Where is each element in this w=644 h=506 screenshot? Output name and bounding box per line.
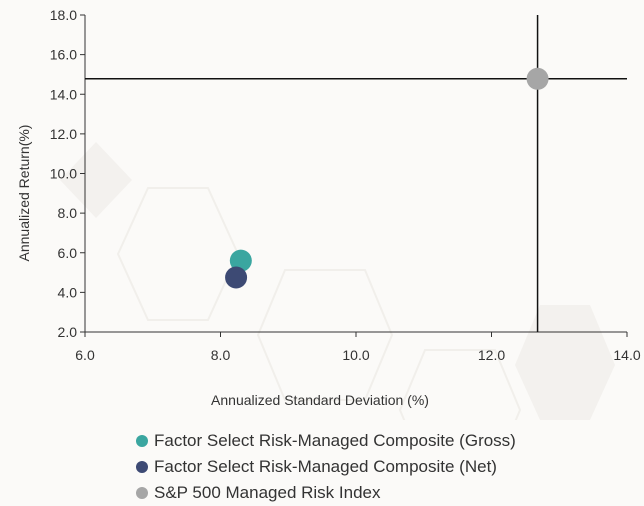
- legend-marker: [136, 487, 148, 499]
- legend-label: Factor Select Risk-Managed Composite (Gr…: [154, 431, 516, 450]
- legend-label: Factor Select Risk-Managed Composite (Ne…: [154, 457, 497, 476]
- y-tick-label: 2.0: [58, 324, 78, 340]
- y-tick-label: 10.0: [50, 166, 77, 182]
- y-tick-label: 4.0: [58, 284, 78, 300]
- data-point-3: [526, 67, 549, 90]
- data-point-2: [225, 266, 248, 289]
- legend: Factor Select Risk-Managed Composite (Gr…: [136, 428, 516, 506]
- y-tick-label: 16.0: [50, 47, 77, 63]
- reference-lines: [85, 15, 627, 332]
- y-tick-label: 8.0: [58, 205, 78, 221]
- y-tick-label: 18.0: [50, 7, 77, 23]
- axes: 2.0 4.0 6.0 8.0 10.0 12.0 14.0 16.0 18.0 6.0 8.0 10…: [50, 7, 641, 363]
- background-hexagon-decoration: [60, 142, 615, 420]
- legend-label: S&P 500 Managed Risk Index: [154, 483, 381, 502]
- legend-marker: [136, 435, 148, 447]
- legend-item: S&P 500 Managed Risk Index: [136, 480, 516, 506]
- x-tick-label: 12.0: [478, 347, 505, 363]
- y-tick-label: 12.0: [50, 126, 77, 142]
- scatter-chart: 2.0 4.0 6.0 8.0 10.0 12.0 14.0 16.0 18.0 6.0 8.0 10…: [16, 7, 641, 420]
- legend-item: Factor Select Risk-Managed Composite (Gr…: [136, 428, 516, 454]
- x-axis-title: Annualized Standard Deviation (%): [211, 392, 429, 408]
- y-axis-title: Annualized Return(%): [16, 125, 32, 262]
- x-tick-label: 8.0: [211, 347, 231, 363]
- y-tick-label: 6.0: [58, 245, 78, 261]
- x-tick-label: 10.0: [342, 347, 369, 363]
- legend-item: Factor Select Risk-Managed Composite (Ne…: [136, 454, 516, 480]
- x-tick-label: 14.0: [613, 347, 640, 363]
- data-point-1: [229, 249, 252, 272]
- data-points: [225, 67, 549, 289]
- legend-marker: [136, 461, 148, 473]
- y-tick-label: 14.0: [50, 86, 77, 102]
- x-tick-label: 6.0: [75, 347, 95, 363]
